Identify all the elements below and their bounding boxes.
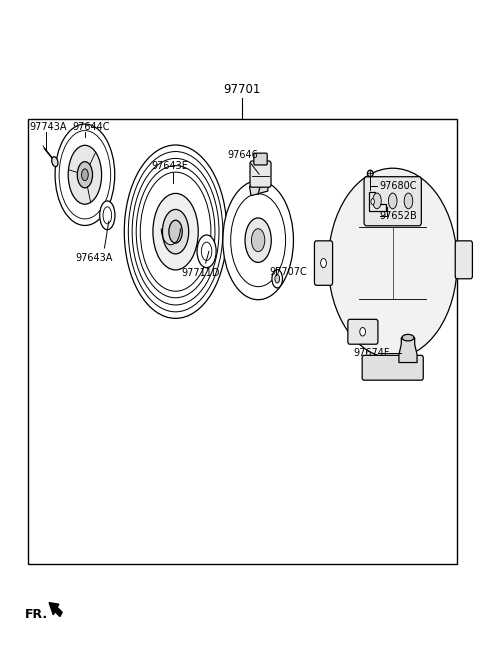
Polygon shape — [399, 338, 417, 363]
Ellipse shape — [252, 229, 265, 252]
FancyBboxPatch shape — [455, 241, 472, 279]
Text: 97674F: 97674F — [353, 348, 390, 358]
Ellipse shape — [275, 275, 280, 283]
Ellipse shape — [223, 181, 293, 300]
FancyBboxPatch shape — [314, 241, 333, 285]
FancyArrow shape — [49, 602, 62, 616]
Ellipse shape — [153, 193, 198, 270]
Ellipse shape — [367, 170, 373, 177]
Bar — [28, 119, 457, 564]
Text: 97643E: 97643E — [152, 162, 189, 171]
Ellipse shape — [371, 198, 374, 204]
FancyBboxPatch shape — [254, 153, 267, 165]
Text: 97652B: 97652B — [380, 211, 418, 221]
Ellipse shape — [372, 193, 381, 209]
Ellipse shape — [77, 162, 93, 188]
Text: 97743A: 97743A — [29, 122, 67, 132]
Ellipse shape — [68, 145, 102, 204]
Ellipse shape — [124, 145, 227, 319]
FancyBboxPatch shape — [348, 319, 378, 344]
Ellipse shape — [328, 168, 457, 358]
Ellipse shape — [82, 169, 88, 181]
Ellipse shape — [100, 201, 115, 230]
Ellipse shape — [52, 157, 58, 167]
Polygon shape — [369, 193, 385, 211]
FancyBboxPatch shape — [364, 177, 421, 226]
Text: 97707C: 97707C — [270, 267, 307, 277]
Ellipse shape — [197, 235, 216, 267]
Ellipse shape — [404, 193, 413, 209]
FancyBboxPatch shape — [362, 355, 423, 380]
Ellipse shape — [245, 218, 271, 262]
Text: 97701: 97701 — [224, 83, 261, 97]
Ellipse shape — [402, 334, 414, 341]
FancyBboxPatch shape — [250, 161, 271, 187]
Ellipse shape — [272, 269, 282, 288]
Text: 97711D: 97711D — [182, 268, 220, 279]
Text: 97680C: 97680C — [380, 181, 417, 191]
Ellipse shape — [162, 210, 189, 254]
Ellipse shape — [169, 220, 182, 243]
Polygon shape — [250, 181, 269, 196]
Text: FR.: FR. — [25, 608, 48, 621]
Ellipse shape — [388, 193, 397, 209]
Ellipse shape — [55, 124, 115, 225]
Text: 97646: 97646 — [227, 150, 258, 160]
Text: 97643A: 97643A — [75, 253, 113, 263]
Ellipse shape — [321, 258, 326, 267]
Ellipse shape — [360, 328, 365, 336]
Text: 97644C: 97644C — [72, 122, 109, 132]
